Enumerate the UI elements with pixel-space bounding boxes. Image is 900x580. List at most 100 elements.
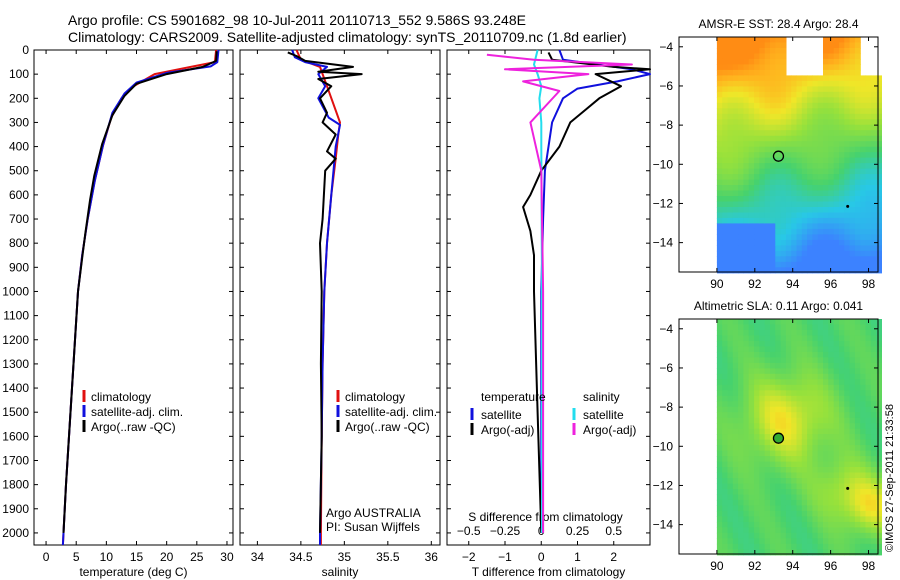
- sst_map-cell: [833, 53, 840, 60]
- sla_map-cell: [839, 478, 845, 485]
- sst_map-cell: [828, 69, 835, 76]
- sst_map-cell: [759, 163, 766, 170]
- sla_map-cell: [812, 368, 819, 375]
- sst_map-cell: [865, 86, 872, 93]
- sla_map-cell: [870, 489, 877, 496]
- sst_map-cell: [817, 207, 824, 214]
- sst_map-cell: [754, 174, 760, 181]
- sst_map-cell: [727, 102, 734, 109]
- sst_map-cell: [716, 124, 723, 131]
- sla_map-cell: [823, 527, 829, 534]
- sst_map-cell: [748, 212, 755, 219]
- sla_map-cell: [839, 373, 845, 380]
- sst_map-cell: [870, 113, 877, 120]
- depth-tick-label: 1500: [2, 405, 29, 419]
- sst_map-cell: [727, 267, 734, 274]
- sst_map-cell: [828, 80, 835, 87]
- sst_map-cell: [754, 146, 760, 153]
- sst_map-cell: [796, 179, 803, 186]
- sst_map-cell: [844, 135, 851, 142]
- sst_map-cell: [860, 113, 867, 120]
- sla_map-cell: [791, 319, 798, 326]
- sst_map-cell: [722, 53, 729, 60]
- sla_map-cell: [785, 340, 792, 347]
- sla_map-cell: [839, 527, 845, 534]
- sst_map-cell: [780, 157, 787, 164]
- sla_map-cell: [823, 505, 829, 512]
- sst_map-cell: [748, 86, 755, 93]
- depth-tick-label: 1100: [3, 309, 29, 323]
- sla_map-cell: [764, 467, 771, 474]
- sst_map-cell: [770, 190, 776, 197]
- sst_map-cell: [839, 48, 845, 55]
- sst_map-cell: [764, 207, 771, 214]
- sla_map-cell: [807, 335, 813, 342]
- sst_map-cell: [801, 185, 808, 192]
- sla_map-cell: [785, 483, 792, 490]
- sla_map-cell: [780, 373, 787, 380]
- sla_map-cell: [759, 384, 766, 391]
- sst_map-cell: [780, 239, 787, 246]
- sst_map-cell: [860, 91, 867, 98]
- sla_map-cell: [801, 319, 808, 326]
- sst_map-cell: [823, 174, 829, 181]
- sla_map-cell: [759, 428, 766, 435]
- sst_map-cell: [801, 250, 808, 257]
- difference-legend-title: salinity: [583, 390, 620, 404]
- header-line-1: Argo profile: CS 5901682_98 10-Jul-2011 …: [68, 12, 526, 28]
- sst_map-cell: [743, 135, 750, 142]
- sst_map-cell: [833, 245, 840, 252]
- sst_map-cell: [870, 261, 877, 268]
- sla_map-cell: [738, 324, 744, 331]
- sla_map-cell: [849, 335, 856, 342]
- sla_map-cell: [801, 346, 808, 353]
- sla_map-cell: [770, 351, 776, 358]
- sla_map-cell: [812, 494, 819, 501]
- sla_map-cell: [844, 450, 851, 457]
- sla_map-cell: [759, 357, 766, 364]
- sst_map-cell: [844, 190, 851, 197]
- sla_map-cell: [727, 499, 734, 506]
- sla_map-cell: [817, 461, 824, 468]
- sst_map-cell: [791, 146, 798, 153]
- sst_map-cell: [876, 80, 882, 87]
- sst_map-cell: [817, 245, 824, 252]
- sla_map-cell: [839, 456, 845, 463]
- sst_map-cell: [833, 185, 840, 192]
- sla_map-cell: [775, 384, 782, 391]
- sla_map-cell: [801, 527, 808, 534]
- sst_map-cell: [844, 256, 851, 263]
- sla_map-cell: [722, 346, 729, 353]
- sst_map-cell: [743, 174, 750, 181]
- sla_map-cell: [823, 450, 829, 457]
- sla_map-cell: [823, 373, 829, 380]
- sla_map-cell: [716, 390, 723, 397]
- sla_map-cell: [860, 532, 867, 539]
- sla_map-cell: [791, 543, 798, 550]
- sla_map-cell: [791, 373, 798, 380]
- sst_map-cell: [732, 212, 739, 219]
- sst_map-cell: [722, 228, 729, 235]
- sst_map-cell: [828, 212, 835, 219]
- sla_map-cell: [791, 538, 798, 545]
- sst_map-cell: [780, 141, 787, 148]
- difference-series-1: [522, 51, 651, 533]
- sst_map-cell: [828, 267, 835, 274]
- sst_map-cell: [865, 185, 872, 192]
- sst_map-cell: [817, 223, 824, 230]
- sla_map-cell: [764, 521, 771, 528]
- sst_map-cell: [849, 174, 856, 181]
- sst_map-cell: [839, 196, 845, 203]
- sla_map-cell: [817, 467, 824, 474]
- sla_map-cell: [727, 527, 734, 534]
- sla_map-cell: [807, 521, 813, 528]
- sst_map-cell: [759, 245, 766, 252]
- difference-xtick-label: −2: [462, 550, 476, 564]
- sla_map-cell: [722, 489, 729, 496]
- sla_map-cell: [823, 549, 829, 556]
- sst_map-cell: [727, 124, 734, 131]
- sst_map-cell: [791, 223, 798, 230]
- sst_map-cell: [743, 261, 750, 268]
- sla_map-cell: [764, 406, 771, 413]
- sst_map-cell: [854, 185, 861, 192]
